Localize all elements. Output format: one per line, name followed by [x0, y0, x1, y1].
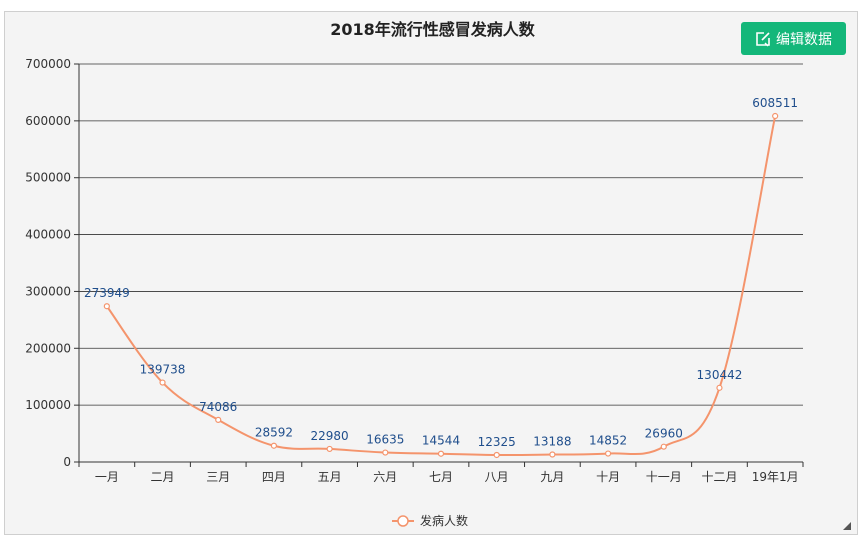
x-tick-label: 一月	[95, 470, 119, 484]
data-point	[103, 303, 110, 310]
data-label: 273949	[84, 286, 130, 300]
data-point	[604, 450, 612, 457]
data-point	[326, 445, 333, 453]
edit-icon	[755, 31, 771, 47]
x-tick-label: 三月	[206, 470, 230, 484]
data-label: 13188	[533, 435, 571, 449]
legend-marker	[397, 515, 409, 527]
x-tick-label: 十一月	[646, 470, 682, 484]
data-point	[382, 449, 389, 456]
resize-handle-icon[interactable]	[840, 519, 852, 531]
data-label: 12325	[478, 435, 516, 449]
data-label: 130442	[697, 368, 743, 382]
data-label: 28592	[255, 426, 293, 440]
x-tick-label: 19年1月	[752, 470, 799, 484]
x-tick-label: 八月	[485, 470, 509, 484]
edit-data-button[interactable]: 编辑数据	[741, 22, 846, 55]
data-point	[159, 379, 166, 386]
data-label: 139738	[140, 363, 186, 377]
chart-title: 2018年流行性感冒发病人数	[330, 20, 535, 39]
y-tick-label: 400000	[25, 228, 71, 242]
y-tick-label: 300000	[25, 284, 71, 298]
data-point	[215, 416, 222, 423]
y-tick-label: 100000	[25, 398, 71, 412]
data-point	[437, 450, 445, 457]
data-label: 22980	[311, 429, 349, 443]
x-tick-label: 四月	[262, 470, 286, 484]
x-tick-label: 十月	[596, 470, 620, 484]
x-tick-label: 九月	[540, 470, 564, 484]
x-tick-label: 六月	[373, 470, 397, 484]
data-label: 14544	[422, 434, 460, 448]
x-tick-label: 十二月	[701, 470, 737, 484]
data-label: 608511	[752, 96, 798, 110]
y-tick-label: 0	[63, 455, 71, 469]
data-label: 74086	[199, 400, 237, 414]
data-label: 14852	[589, 434, 627, 448]
data-point	[270, 442, 278, 449]
data-point	[660, 443, 667, 450]
data-point	[772, 112, 779, 120]
legend-label: 发病人数	[420, 513, 468, 528]
y-tick-label: 600000	[25, 114, 71, 128]
x-tick-label: 七月	[429, 470, 453, 484]
y-tick-label: 700000	[25, 57, 71, 71]
x-tick-label: 五月	[318, 470, 342, 484]
edit-data-label: 编辑数据	[776, 31, 832, 48]
data-point	[493, 451, 500, 459]
chart-panel	[4, 11, 858, 535]
data-label: 16635	[366, 433, 404, 447]
data-label: 26960	[645, 427, 683, 441]
y-tick-label: 500000	[25, 171, 71, 185]
data-point	[549, 451, 556, 458]
x-tick-label: 二月	[151, 470, 175, 484]
data-point	[716, 384, 723, 391]
y-tick-label: 200000	[25, 341, 71, 355]
